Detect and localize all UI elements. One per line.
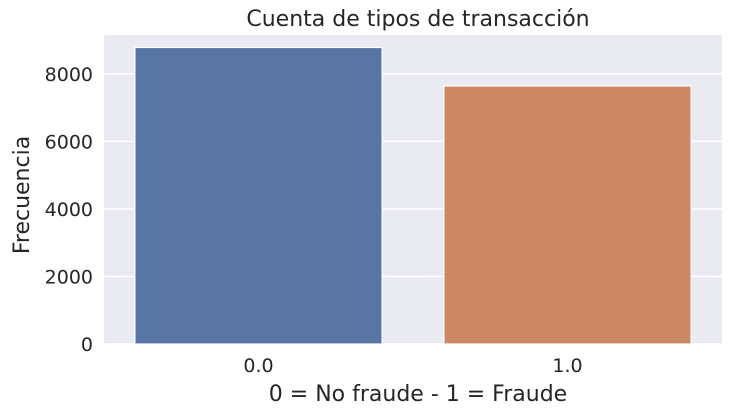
x-tick-label: 0.0 xyxy=(243,355,273,377)
chart-title: Cuenta de tipos de transacción xyxy=(246,7,589,32)
y-tick-labels: 0 2000 4000 6000 8000 xyxy=(45,64,93,356)
y-tick-label: 8000 xyxy=(45,64,93,86)
x-axis-label: 0 = No fraude - 1 = Fraude xyxy=(269,382,567,407)
x-tick-label: 1.0 xyxy=(552,355,582,377)
y-axis-label: Frecuencia xyxy=(10,136,35,254)
bars xyxy=(134,46,692,345)
y-tick-label: 0 xyxy=(81,334,93,356)
bar-1.0 xyxy=(443,85,692,345)
y-tick-label: 6000 xyxy=(45,131,93,153)
x-tick-labels: 0.0 1.0 xyxy=(243,355,582,377)
bar-0.0 xyxy=(134,46,383,345)
y-tick-label: 4000 xyxy=(45,199,93,221)
y-tick-label: 2000 xyxy=(45,266,93,288)
